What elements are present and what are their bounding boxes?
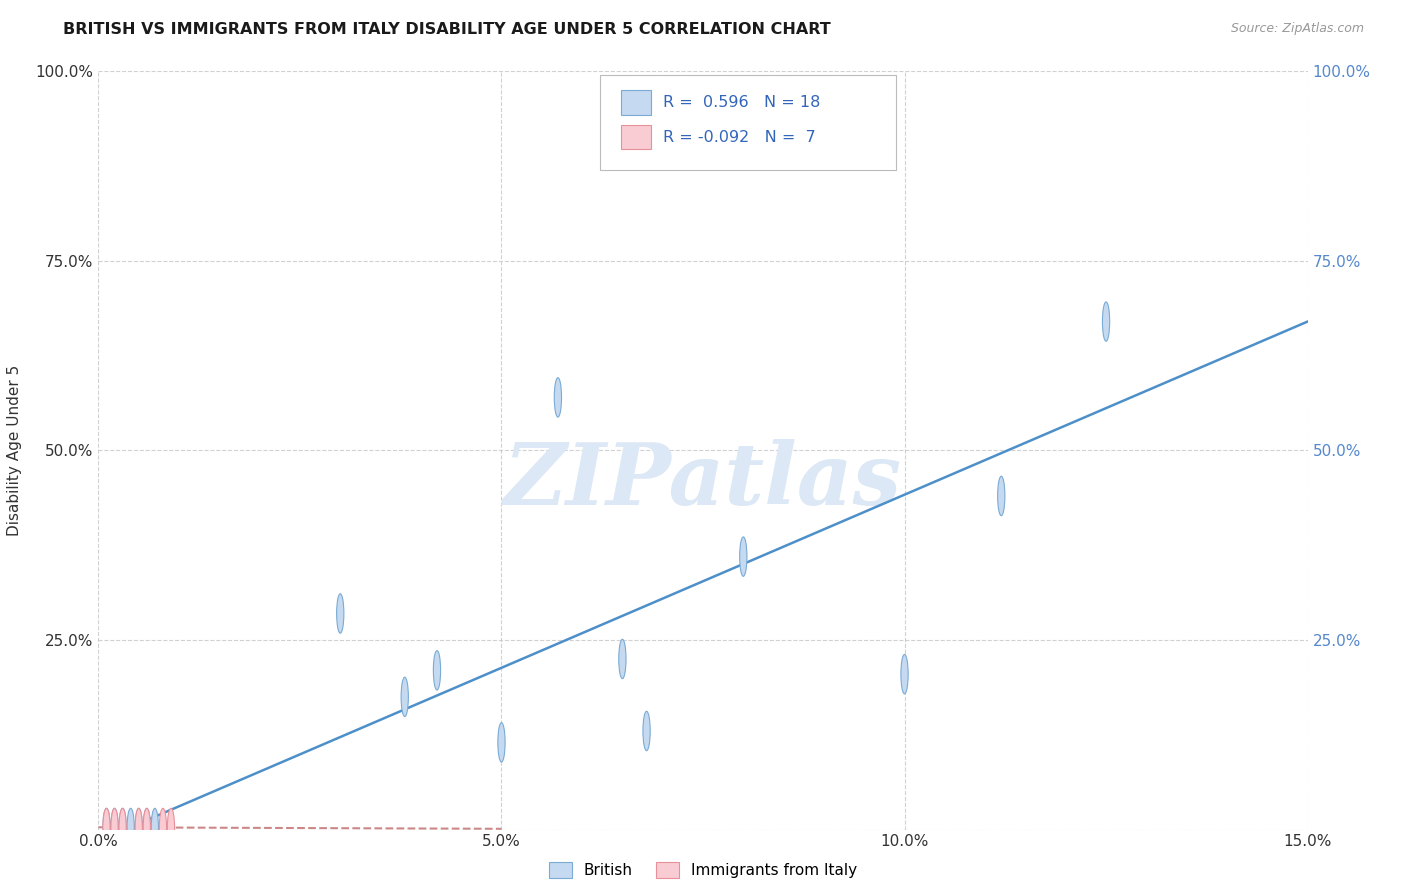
Ellipse shape [401,677,408,716]
Text: Source: ZipAtlas.com: Source: ZipAtlas.com [1230,22,1364,36]
FancyBboxPatch shape [621,125,651,150]
Ellipse shape [1102,301,1109,342]
Ellipse shape [643,711,650,751]
Ellipse shape [127,808,135,847]
Ellipse shape [135,808,142,847]
Ellipse shape [103,808,110,847]
Text: ZIPatlas: ZIPatlas [503,439,903,523]
Ellipse shape [135,808,142,847]
Text: BRITISH VS IMMIGRANTS FROM ITALY DISABILITY AGE UNDER 5 CORRELATION CHART: BRITISH VS IMMIGRANTS FROM ITALY DISABIL… [63,22,831,37]
Ellipse shape [901,655,908,694]
Ellipse shape [998,476,1005,516]
Ellipse shape [111,808,118,847]
Ellipse shape [159,808,166,847]
Ellipse shape [619,640,626,679]
Ellipse shape [152,808,159,847]
Ellipse shape [498,723,505,762]
Ellipse shape [740,537,747,576]
Y-axis label: Disability Age Under 5: Disability Age Under 5 [7,365,21,536]
Ellipse shape [103,808,110,847]
Ellipse shape [143,808,150,847]
Legend: British, Immigrants from Italy: British, Immigrants from Italy [543,856,863,884]
Ellipse shape [433,650,440,690]
Ellipse shape [167,808,174,847]
FancyBboxPatch shape [621,90,651,114]
FancyBboxPatch shape [600,75,897,170]
Text: R =  0.596   N = 18: R = 0.596 N = 18 [664,95,821,110]
Ellipse shape [336,594,344,633]
Ellipse shape [111,808,118,847]
Ellipse shape [120,808,127,847]
Ellipse shape [554,377,561,417]
Ellipse shape [143,808,150,847]
Ellipse shape [120,808,127,847]
Text: R = -0.092   N =  7: R = -0.092 N = 7 [664,130,815,145]
